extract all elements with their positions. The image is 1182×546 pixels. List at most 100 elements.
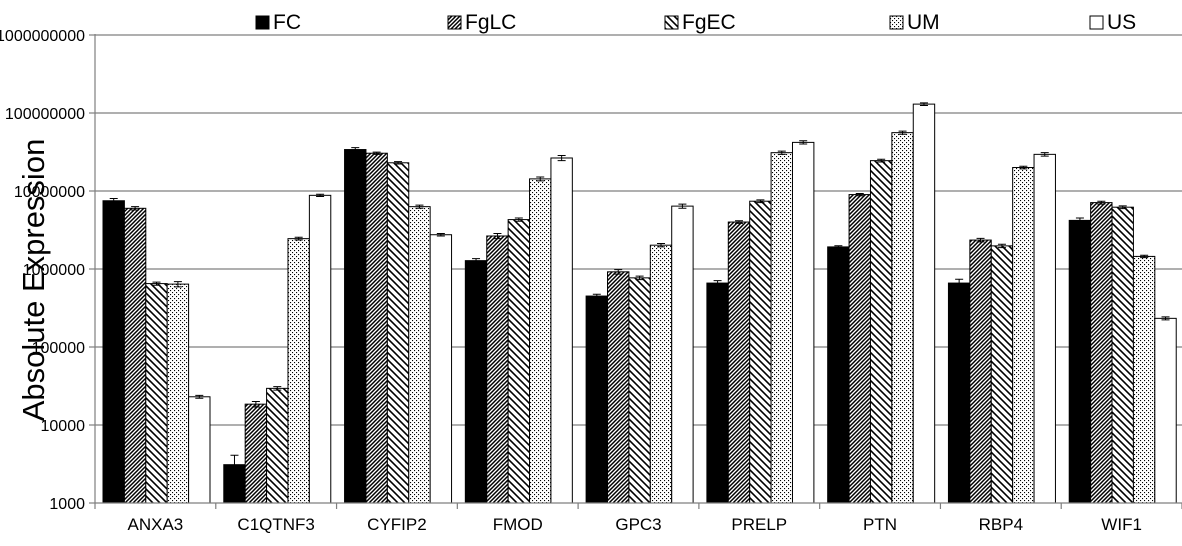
legend: FC FgLC FgEC UM US (255, 11, 1136, 34)
error-bar (1040, 152, 1049, 157)
error-bar (514, 217, 523, 222)
bar-fc-anxa3 (102, 200, 125, 504)
error-bar (316, 193, 325, 198)
error-bar (230, 454, 239, 479)
y-tick-label: 1000000000 (0, 28, 85, 45)
error-bar (251, 401, 260, 408)
bar-fgec-gpc3 (628, 277, 651, 504)
x-tick-label: WIF1 (1101, 515, 1142, 534)
legend-label-us: US (1107, 11, 1136, 34)
error-bar (1097, 200, 1106, 205)
x-tick-label: PTN (863, 515, 897, 534)
bar-fgec-wif1 (1111, 206, 1134, 504)
x-tick-label: PRELP (731, 515, 787, 534)
error-bar (997, 243, 1006, 249)
y-tick-label: 100000 (32, 340, 85, 357)
legend-label-um: UM (907, 11, 940, 34)
bar-us-c1qtnf3 (308, 194, 332, 504)
bar-um-anxa3 (166, 283, 190, 504)
bar-us-prelp (791, 141, 815, 504)
bar-um-c1qtnf3 (287, 238, 310, 504)
error-bar (614, 269, 623, 275)
bar-fgec-c1qtnf3 (266, 387, 289, 504)
legend-swatch-fglc (447, 15, 462, 30)
error-bar (1075, 217, 1084, 224)
y-tick-label: 10000000 (14, 184, 85, 201)
error-bar (955, 278, 964, 288)
error-bar (394, 161, 403, 165)
error-bar (976, 237, 985, 243)
bar-um-ptn (891, 132, 914, 504)
legend-label-fglc: FgLC (465, 11, 516, 34)
bar-fglc-c1qtnf3 (244, 403, 268, 504)
bar-fgec-rbp4 (990, 245, 1014, 504)
bar-fglc-ptn (848, 194, 871, 504)
legend-swatch-fgec (664, 15, 679, 30)
bar-fc-ptn (827, 246, 850, 504)
error-bar (557, 155, 566, 162)
bar-us-anxa3 (188, 396, 211, 504)
error-bar (834, 245, 843, 249)
bar-fglc-gpc3 (607, 271, 630, 504)
bar-um-gpc3 (649, 244, 673, 504)
x-tick-label: FMOD (493, 515, 543, 534)
bar-us-wif1 (1154, 317, 1177, 504)
bar-fc-prelp (706, 282, 729, 504)
error-bar (351, 147, 360, 153)
error-bar (919, 102, 928, 106)
error-bar (713, 280, 722, 287)
x-tick-label: GPC3 (615, 515, 661, 534)
bar-us-ptn (912, 103, 936, 504)
error-bar (877, 158, 886, 163)
error-bar (372, 151, 381, 155)
error-bar (1118, 205, 1127, 210)
bar-fgec-fmod (507, 219, 531, 504)
legend-swatch-fc (255, 15, 270, 30)
y-axis: 1000 10000 100000 1000000 10000000 100000000 1… (0, 28, 96, 513)
y-tick-label: 10000 (41, 418, 86, 435)
bar-fgec-prelp (749, 200, 772, 504)
bar-fglc-anxa3 (123, 207, 147, 504)
bar-um-fmod (529, 178, 552, 504)
bar-us-cyfip2 (429, 234, 453, 504)
error-bar (678, 203, 687, 209)
y-tick-label: 1000 (49, 496, 85, 513)
bar-um-rbp4 (1012, 167, 1035, 504)
error-bar (472, 258, 481, 264)
error-bar (657, 243, 666, 248)
bar-us-rbp4 (1033, 153, 1056, 504)
bar-um-cyfip2 (408, 206, 431, 504)
x-tick-label: C1QTNF3 (237, 515, 314, 534)
error-bar (734, 220, 743, 224)
x-tick-label: ANXA3 (128, 515, 184, 534)
bar-fgec-cyfip2 (386, 162, 410, 504)
bars (102, 103, 1177, 504)
error-bar (436, 233, 445, 237)
bar-fc-cyfip2 (344, 149, 367, 504)
error-bar (1140, 254, 1149, 259)
error-bar (195, 394, 204, 399)
bar-um-prelp (770, 152, 793, 504)
y-tick-label: 1000000 (23, 262, 85, 279)
bar-fgec-ptn (869, 160, 893, 504)
bar-us-fmod (550, 157, 573, 504)
legend-swatch-us (1089, 15, 1104, 30)
error-bar (273, 386, 282, 391)
error-bar (855, 192, 864, 197)
error-bar (294, 236, 303, 241)
y-tick-label: 100000000 (5, 106, 85, 123)
error-bars (109, 102, 1170, 479)
error-bar (635, 275, 644, 281)
bar-fglc-cyfip2 (365, 152, 388, 504)
error-bar (536, 176, 545, 182)
error-bar (152, 281, 161, 286)
bar-fglc-prelp (727, 221, 751, 504)
error-bar (1161, 316, 1170, 321)
bar-um-wif1 (1132, 255, 1156, 504)
error-bar (173, 281, 182, 288)
error-bar (592, 293, 601, 299)
legend-swatch-um (889, 15, 904, 30)
bar-fc-wif1 (1068, 219, 1092, 504)
bar-us-gpc3 (671, 205, 694, 504)
error-bar (493, 233, 502, 240)
